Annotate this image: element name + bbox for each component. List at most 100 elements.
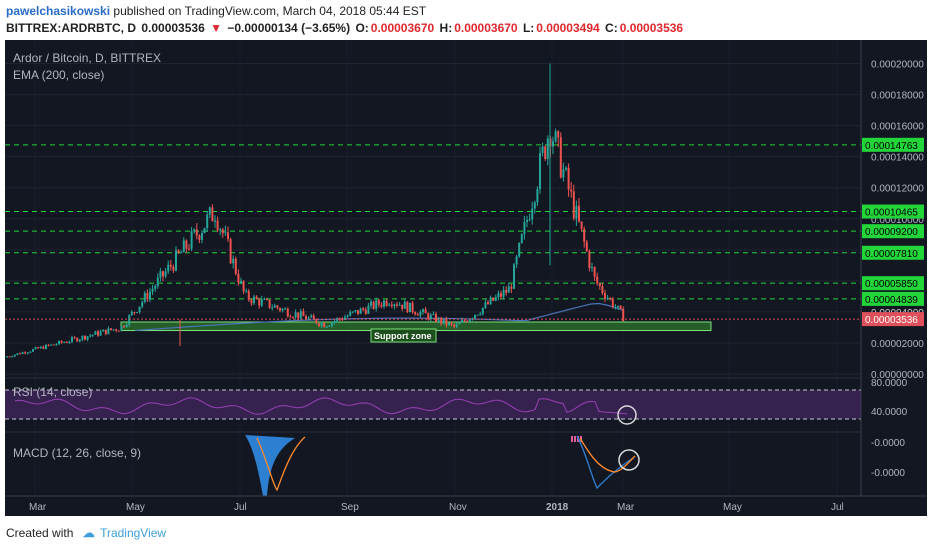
level-tag-label: 0.00004839 <box>865 295 918 306</box>
candle-body <box>466 320 469 322</box>
candle-body <box>411 302 414 313</box>
candle-body <box>346 315 349 318</box>
candle-body <box>130 311 133 316</box>
candle-body <box>583 228 586 242</box>
rsi-line <box>14 397 628 415</box>
time-tick-label: 2018 <box>546 502 569 513</box>
candle-body <box>11 356 14 358</box>
candle-body <box>320 322 323 326</box>
candle-body <box>227 232 229 240</box>
candle-body <box>440 317 443 324</box>
candle-body <box>224 232 227 234</box>
time-axis[interactable]: Mar May Jul Sep Nov 2018 Mar May Jul <box>29 502 844 513</box>
candle-body <box>476 314 479 316</box>
candle-body <box>474 314 476 319</box>
candle-body <box>388 304 391 306</box>
candle-body <box>276 305 279 309</box>
candle-body <box>611 298 614 308</box>
support-label-box <box>370 328 437 343</box>
candle-body <box>604 293 606 299</box>
candle-body <box>29 351 32 353</box>
candle-body <box>268 299 271 308</box>
candle-body <box>533 202 536 209</box>
candle-body <box>565 167 567 170</box>
level-tag-box <box>862 224 924 239</box>
candle-body <box>539 153 541 189</box>
candle-body <box>237 273 240 283</box>
candle-body <box>588 251 591 269</box>
candle-body <box>510 286 513 289</box>
candle-body <box>65 342 68 344</box>
time-tick-label: Sep <box>341 502 359 513</box>
candle-body <box>156 277 159 287</box>
level-tag-label: 0.00005850 <box>865 279 918 290</box>
candle-body <box>396 304 398 306</box>
chart-area[interactable]: Support zone Ardor / Bitcoin, D, BITTREX… <box>5 40 927 516</box>
candle-body <box>513 264 515 289</box>
candle-body <box>622 308 625 322</box>
time-tick-label: Mar <box>29 502 47 513</box>
candle-body <box>97 331 99 336</box>
tradingview-brand[interactable]: TradingView <box>100 526 167 540</box>
price-tick-label: 0.00000000 <box>871 370 924 381</box>
chart-title: Ardor / Bitcoin, D, BITTREX <box>13 51 161 65</box>
candle-body <box>149 291 151 300</box>
macd-tick-top: -0.0000 <box>871 438 905 449</box>
candle-body <box>164 271 167 277</box>
price-tick-label: 0.00002000 <box>871 339 924 350</box>
current-price-label: 0.00003536 <box>865 315 918 326</box>
level-tag-box <box>862 276 924 291</box>
candle-body <box>177 250 180 253</box>
author-link[interactable]: pawelchasikowski <box>6 4 111 18</box>
candle-body <box>172 266 175 271</box>
high-label: H: <box>439 21 453 35</box>
low-value: 0.00003494 <box>536 21 600 35</box>
candle-body <box>370 301 372 306</box>
candle-body <box>55 344 58 346</box>
candle-body <box>562 169 565 178</box>
candle-body <box>162 271 164 277</box>
candle-body <box>354 310 357 312</box>
candle-body <box>601 286 604 294</box>
candle-body <box>84 335 86 340</box>
price-tick-label: 0.00020000 <box>871 60 924 71</box>
tradingview-logo-icon[interactable]: ☁ <box>82 526 95 540</box>
candle-body <box>94 331 97 335</box>
time-tick-label: Nov <box>449 502 467 513</box>
candle-body <box>484 302 487 308</box>
candle-body <box>39 346 42 349</box>
candle-body <box>463 320 466 322</box>
candle-body <box>193 229 196 232</box>
candle-body <box>515 256 518 265</box>
candle-body <box>591 267 593 269</box>
price-axis[interactable]: 0.00020000 0.00018000 0.00016000 0.00014000… <box>871 60 924 381</box>
candle-body <box>198 235 201 240</box>
candle-body <box>169 264 172 267</box>
candle-body <box>572 191 575 219</box>
candle-body <box>110 328 112 331</box>
candle-body <box>351 311 354 313</box>
candle-body <box>250 299 253 304</box>
candle-body <box>305 316 307 320</box>
macd-bar <box>571 436 573 442</box>
candle-body <box>362 308 365 310</box>
candle-body <box>185 240 188 249</box>
candle-body <box>284 308 287 310</box>
candle-body <box>546 138 549 159</box>
price-tick-label: 0.00014000 <box>871 153 924 164</box>
candle-body <box>471 318 474 320</box>
macd-label: MACD (12, 26, close, 9) <box>13 446 141 460</box>
candle-body <box>32 349 34 352</box>
candle-body <box>123 325 125 327</box>
chart-svg[interactable]: Support zone Ardor / Bitcoin, D, BITTREX… <box>5 40 927 516</box>
candle-body <box>526 220 528 222</box>
candle-body <box>541 146 544 154</box>
candle-body <box>357 310 359 314</box>
candle-body <box>416 314 419 316</box>
candle-body <box>286 308 289 317</box>
candle-body <box>260 299 263 306</box>
candle-body <box>448 322 450 326</box>
candle-body <box>617 305 619 308</box>
low-label: L: <box>522 21 535 35</box>
candle-body <box>403 301 406 309</box>
